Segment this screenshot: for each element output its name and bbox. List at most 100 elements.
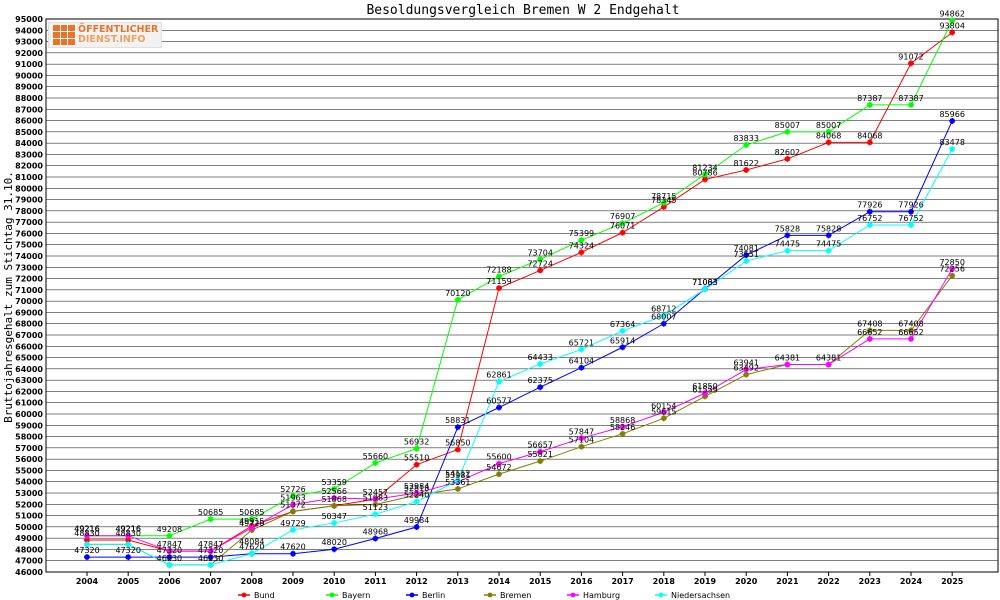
data-point-dot bbox=[414, 525, 419, 529]
data-point-dot bbox=[703, 177, 707, 182]
legend-swatch-marker bbox=[658, 592, 664, 598]
data-label: 71063 bbox=[692, 278, 717, 287]
data-point-dot bbox=[620, 221, 625, 225]
data-point-dot bbox=[85, 555, 89, 559]
data-label: 94862 bbox=[939, 10, 964, 19]
legend-swatch-marker bbox=[329, 592, 335, 598]
data-label: 51123 bbox=[363, 503, 388, 512]
data-point-dot bbox=[909, 103, 913, 107]
x-tick-label: 2022 bbox=[817, 577, 839, 586]
data-label: 85966 bbox=[939, 110, 964, 119]
legend-swatch-marker bbox=[241, 592, 247, 598]
data-point-dot bbox=[497, 405, 501, 410]
data-label: 56850 bbox=[445, 439, 470, 448]
y-tick-label: 67000 bbox=[15, 331, 43, 340]
data-point-dot bbox=[414, 462, 419, 467]
data-point-dot bbox=[620, 424, 625, 429]
data-label: 65914 bbox=[610, 336, 635, 345]
data-point-dot bbox=[456, 487, 460, 491]
data-point-dot bbox=[950, 273, 954, 278]
data-point-dot bbox=[456, 425, 460, 429]
data-point-dot bbox=[291, 494, 295, 498]
data-point-dot bbox=[497, 274, 501, 279]
logo: ÖFFENTLICHER DIENST.INFO bbox=[48, 22, 162, 48]
data-point-dot bbox=[662, 410, 666, 415]
data-point-dot bbox=[579, 436, 584, 441]
data-point-dot bbox=[868, 328, 872, 333]
data-label: 61850 bbox=[692, 382, 717, 391]
data-label: 82602 bbox=[775, 148, 800, 157]
y-tick-label: 78000 bbox=[15, 207, 43, 216]
data-point-dot bbox=[250, 517, 254, 521]
data-point-dot bbox=[950, 267, 954, 271]
y-axis-title: Bruttojahresgehalt zum Stichtag 31.10. bbox=[2, 171, 15, 423]
data-point-dot bbox=[250, 551, 254, 556]
chart-title: Besoldungsvergleich Bremen W 2 Endgehalt bbox=[366, 3, 679, 18]
legend-label: Bund bbox=[254, 591, 275, 600]
data-label: 51868 bbox=[321, 495, 346, 504]
data-label: 50685 bbox=[239, 508, 264, 517]
data-label: 64104 bbox=[569, 357, 594, 366]
data-point-dot bbox=[909, 328, 913, 333]
data-point-dot bbox=[950, 30, 954, 35]
data-label: 61559 bbox=[692, 385, 717, 394]
data-label: 55660 bbox=[363, 452, 388, 461]
series-berlin bbox=[84, 117, 956, 561]
data-point-dot bbox=[208, 555, 213, 559]
y-tick-label: 82000 bbox=[15, 162, 43, 171]
data-label: 46630 bbox=[157, 554, 182, 563]
data-point-dot bbox=[579, 250, 584, 255]
data-label: 77926 bbox=[857, 201, 882, 210]
data-point-dot bbox=[868, 103, 872, 107]
data-point-dot bbox=[744, 168, 748, 172]
y-tick-label: 49000 bbox=[15, 534, 43, 543]
data-point-dot bbox=[950, 18, 954, 23]
legend-item-hamburg: Hamburg bbox=[567, 591, 620, 600]
data-label: 64433 bbox=[527, 353, 552, 362]
data-label: 78345 bbox=[651, 196, 676, 205]
data-point-dot bbox=[785, 362, 790, 367]
data-label: 52240 bbox=[404, 491, 429, 500]
data-label: 93804 bbox=[939, 21, 964, 30]
data-label: 70120 bbox=[445, 289, 470, 298]
y-tick-label: 57000 bbox=[15, 444, 43, 453]
data-label: 46630 bbox=[198, 554, 223, 563]
data-label: 58246 bbox=[610, 423, 635, 432]
y-tick-label: 54000 bbox=[15, 478, 43, 487]
y-tick-label: 75000 bbox=[15, 241, 43, 250]
data-point-dot bbox=[456, 447, 460, 452]
series-line bbox=[87, 20, 953, 537]
data-point-dot bbox=[456, 478, 460, 483]
data-label: 56932 bbox=[404, 438, 429, 447]
x-tick-label: 2012 bbox=[405, 577, 427, 586]
data-label: 52818 bbox=[404, 484, 429, 493]
data-point-dot bbox=[332, 487, 337, 491]
data-label: 72850 bbox=[939, 258, 964, 267]
data-label: 47320 bbox=[115, 546, 140, 555]
data-label: 48084 bbox=[239, 537, 264, 546]
y-tick-label: 91000 bbox=[15, 60, 43, 69]
x-tick-label: 2007 bbox=[199, 577, 221, 586]
data-point-dot bbox=[703, 394, 707, 399]
data-point-dot bbox=[291, 551, 295, 556]
y-tick-label: 68000 bbox=[15, 320, 43, 329]
series-line bbox=[87, 120, 953, 558]
data-label: 47847 bbox=[198, 540, 223, 549]
legend-item-berlin: Berlin bbox=[406, 591, 445, 600]
data-point-dot bbox=[497, 472, 501, 476]
y-tick-label: 55000 bbox=[15, 466, 43, 475]
data-label: 71159 bbox=[486, 277, 511, 286]
x-tick-label: 2008 bbox=[241, 577, 264, 586]
data-point-dot bbox=[167, 555, 172, 559]
data-point-dot bbox=[744, 143, 748, 147]
data-label: 75828 bbox=[816, 224, 841, 233]
y-tick-label: 47000 bbox=[15, 557, 43, 566]
data-label: 60154 bbox=[651, 401, 676, 410]
y-tick-label: 46000 bbox=[15, 568, 43, 577]
data-labels: 4921649216488304732049216492164883047320… bbox=[74, 10, 965, 563]
data-label: 55510 bbox=[404, 454, 429, 463]
data-label: 65721 bbox=[569, 338, 594, 347]
data-label: 52726 bbox=[280, 485, 305, 494]
data-point-dot bbox=[909, 61, 913, 66]
data-label: 48020 bbox=[321, 538, 346, 547]
